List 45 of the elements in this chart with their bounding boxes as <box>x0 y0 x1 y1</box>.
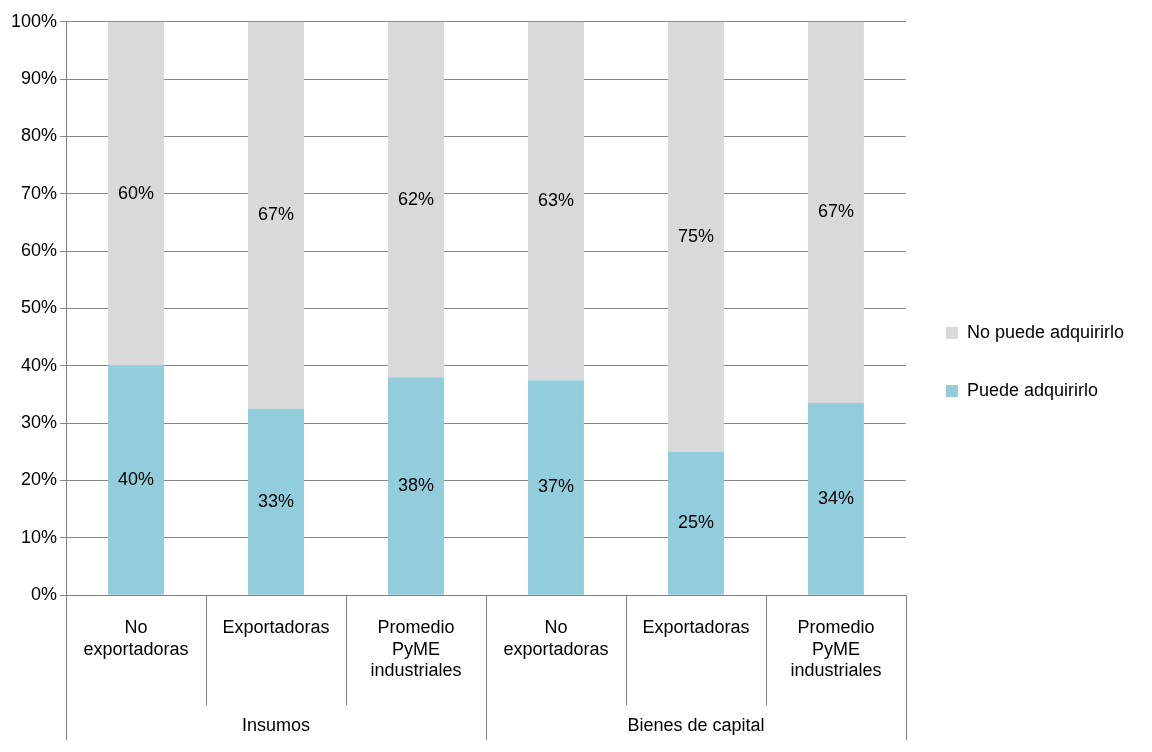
bar <box>387 21 444 378</box>
bar <box>527 380 584 595</box>
bar <box>667 451 724 595</box>
text: Bienes de capital <box>627 714 765 735</box>
bar <box>807 21 864 404</box>
data-label: 38% <box>397 474 434 495</box>
bar <box>667 21 724 452</box>
y-tick-label: 60% <box>21 240 58 261</box>
data-label: 33% <box>257 490 295 511</box>
x-tick-label: Exportadoras <box>222 616 330 637</box>
y-tick-label: 90% <box>21 68 58 89</box>
data-label: 40% <box>118 469 155 490</box>
bar <box>527 21 584 381</box>
y-tick-label: 50% <box>21 297 58 318</box>
y-tick-label: 0% <box>31 584 58 605</box>
x-tick-label: Promedio PyME industriales <box>790 616 882 681</box>
y-tick-label: 100% <box>10 10 58 31</box>
y-tick-label: 20% <box>21 469 58 490</box>
x-tick-label: No exportadoras <box>503 616 609 659</box>
data-label: 62% <box>397 188 434 209</box>
x-tick-label: No exportadoras <box>83 616 189 659</box>
y-tick-label: 30% <box>21 412 58 433</box>
data-label: 67% <box>257 204 295 225</box>
y-tick-label: 40% <box>21 354 58 375</box>
y-tick-label: 10% <box>21 526 58 547</box>
data-label: 75% <box>677 225 714 246</box>
bar <box>248 408 304 595</box>
data-label: 67% <box>817 201 854 222</box>
bar <box>248 21 304 409</box>
y-tick-label: 70% <box>21 182 58 203</box>
data-label: 63% <box>537 189 574 210</box>
data-label: 25% <box>677 512 714 533</box>
x-tick-label: Exportadoras <box>642 616 750 637</box>
x-tick-label: Promedio PyME industriales <box>370 616 462 681</box>
data-label: 34% <box>817 487 854 508</box>
legend-label: Puede adquirirlo <box>966 379 1098 400</box>
bar <box>387 377 444 595</box>
bar <box>108 21 165 366</box>
bar <box>807 403 864 595</box>
legend-label: No puede adquirirlo <box>966 321 1124 342</box>
data-label: 37% <box>537 476 574 497</box>
text: Insumos <box>241 714 311 735</box>
bar <box>108 365 165 595</box>
y-tick-label: 80% <box>21 125 58 146</box>
data-label: 60% <box>118 182 155 203</box>
